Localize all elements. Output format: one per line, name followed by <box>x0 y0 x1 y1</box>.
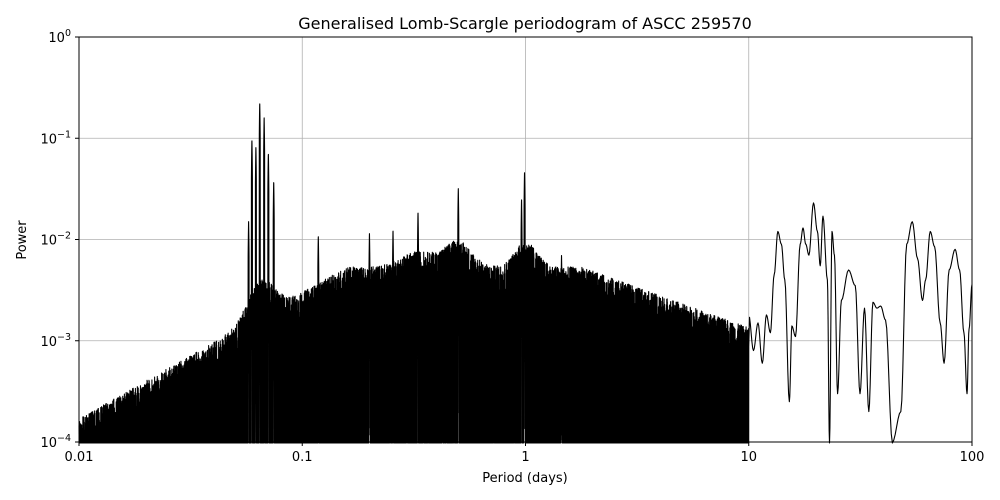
x-tick-label: 10 <box>740 450 757 465</box>
y-tick-base: 10 <box>40 436 57 451</box>
y-tick-exponent: −4 <box>57 433 71 444</box>
y-tick-exponent: −3 <box>57 332 71 343</box>
x-tick-label: 100 <box>960 450 985 465</box>
y-tick-base: 10 <box>40 132 57 147</box>
y-tick-label: 10−4 <box>40 433 71 451</box>
x-axis-label: Period (days) <box>482 471 568 486</box>
x-tick-label: 1 <box>521 450 529 465</box>
x-tick-label: 0.1 <box>292 450 313 465</box>
y-tick-base: 10 <box>40 335 57 350</box>
y-tick-base: 10 <box>48 31 65 46</box>
y-tick-label: 10−2 <box>40 231 71 249</box>
y-axis-label: Power <box>15 220 30 260</box>
periodogram-line <box>78 103 973 444</box>
y-tick-label: 10−1 <box>40 129 71 147</box>
y-tick-base: 10 <box>40 234 57 249</box>
y-tick-label: 100 <box>48 28 71 46</box>
x-tick-label: 0.01 <box>65 450 94 465</box>
x-axis-ticks: 0.01 0.1 1 10 100 <box>65 442 985 465</box>
chart-title: Generalised Lomb-Scargle periodogram of … <box>298 14 752 33</box>
y-tick-label: 10−3 <box>40 332 71 350</box>
y-tick-exponent: 0 <box>65 28 71 39</box>
y-tick-exponent: −2 <box>57 231 71 242</box>
y-tick-exponent: −1 <box>57 129 71 140</box>
